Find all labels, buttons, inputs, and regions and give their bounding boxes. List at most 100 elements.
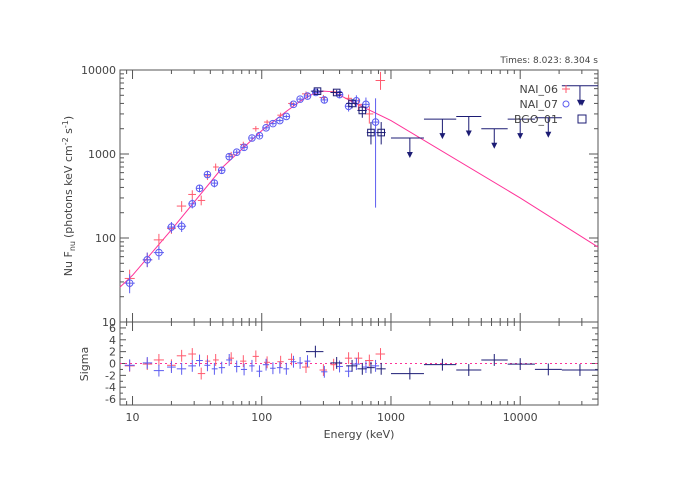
series-bgo-01	[310, 85, 598, 159]
data-point	[124, 274, 135, 294]
residual-point	[197, 367, 206, 380]
residual-series-bgo-01	[305, 345, 598, 380]
data-point	[225, 152, 234, 161]
residual-point	[297, 356, 303, 369]
residual-point	[390, 367, 424, 380]
data-point	[376, 122, 386, 145]
data-point	[153, 233, 164, 247]
data-point	[371, 98, 380, 208]
data-point	[153, 246, 164, 260]
data-point	[232, 148, 241, 157]
upper-limit	[423, 118, 457, 140]
model-curve	[119, 90, 599, 288]
residual-point	[176, 362, 187, 375]
square-marker	[313, 87, 322, 95]
residual-point	[188, 348, 197, 360]
residual-point	[256, 365, 263, 378]
data-point	[296, 95, 304, 103]
legend-label: BGO_01	[514, 113, 558, 126]
data-point	[255, 131, 264, 140]
residuals-y-tick-label: -4	[105, 381, 116, 394]
upper-limit	[481, 128, 508, 149]
residual-point	[365, 354, 374, 367]
residual-point	[249, 359, 255, 372]
data-point	[330, 88, 343, 97]
spectrum-y-tick-label: 1000	[88, 148, 116, 161]
residual-point	[153, 354, 164, 366]
data-point	[346, 99, 358, 109]
upper-limit-arrow	[406, 152, 413, 159]
circle-marker	[143, 256, 152, 264]
residual-point	[330, 358, 337, 371]
residual-point	[234, 360, 241, 373]
data-point	[167, 222, 176, 233]
circle-marker	[371, 118, 380, 126]
upper-limit-arrow	[545, 131, 552, 138]
residual-point	[167, 361, 176, 373]
circle-marker	[320, 96, 329, 104]
residual-point	[283, 362, 290, 375]
residuals-y-tick-label: 0	[109, 358, 116, 371]
residual-point	[354, 352, 363, 365]
data-point	[263, 119, 271, 125]
data-point	[248, 134, 256, 142]
square-marker	[358, 106, 367, 115]
upper-limit-arrow	[465, 130, 472, 137]
data-point	[262, 124, 270, 132]
data-point	[240, 143, 248, 152]
circle-marker	[203, 170, 212, 179]
residuals-y-tick-label: 4	[109, 334, 116, 347]
residual-point	[481, 354, 508, 366]
legend: NAI_06 NAI_07 BGO_01	[514, 83, 587, 126]
residual-point	[344, 365, 353, 378]
residual-point	[263, 356, 271, 369]
residuals-data	[124, 345, 598, 380]
legend-label: NAI_06	[520, 83, 559, 96]
data-point	[176, 220, 187, 232]
circle-marker	[155, 248, 163, 257]
circle-marker	[312, 88, 320, 97]
data-point	[276, 116, 284, 125]
data-point	[320, 96, 329, 104]
circle-marker	[210, 179, 219, 187]
residual-point	[276, 361, 283, 374]
upper-limit	[390, 137, 424, 159]
residual-point	[213, 354, 219, 366]
circle-marker	[240, 143, 248, 152]
circle-marker	[188, 200, 197, 208]
circle-marker	[262, 124, 270, 132]
residual-point	[561, 364, 598, 376]
data-point	[352, 95, 361, 108]
spectrum-y-axis-title: Nu Fnu (photons keV cm-2 s-1)	[61, 116, 77, 276]
upper-limit	[456, 115, 482, 137]
spectrum-model	[119, 90, 599, 288]
circle-marker	[269, 119, 277, 128]
circle-marker	[289, 100, 298, 109]
circle-marker	[232, 148, 241, 157]
data-point	[375, 71, 386, 90]
residuals-y-tick-label: 6	[109, 322, 116, 335]
residual-point	[352, 358, 360, 371]
residual-point	[240, 363, 248, 376]
residual-point	[124, 359, 135, 372]
residual-point	[305, 345, 324, 358]
square-marker	[348, 99, 356, 108]
y-axis-title-sup1: -2	[61, 137, 70, 145]
spectrum-y-tick-label: 100	[95, 232, 116, 245]
upper-limit-arrow	[491, 142, 498, 149]
residual-point	[321, 365, 328, 378]
circle-marker	[255, 131, 264, 140]
x-tick-label: 100	[251, 411, 272, 424]
residual-point	[240, 355, 247, 368]
residual-point	[362, 361, 370, 373]
data-point	[365, 106, 374, 124]
residual-point	[346, 359, 358, 372]
residual-point	[330, 356, 343, 369]
y-axis-title-sub: nu	[68, 241, 77, 251]
residual-point	[534, 363, 562, 376]
residual-point	[196, 354, 203, 367]
x-tick-label: 10	[126, 411, 140, 424]
residual-point	[176, 349, 187, 362]
series-nai-07	[124, 88, 380, 294]
residual-point	[376, 362, 386, 375]
